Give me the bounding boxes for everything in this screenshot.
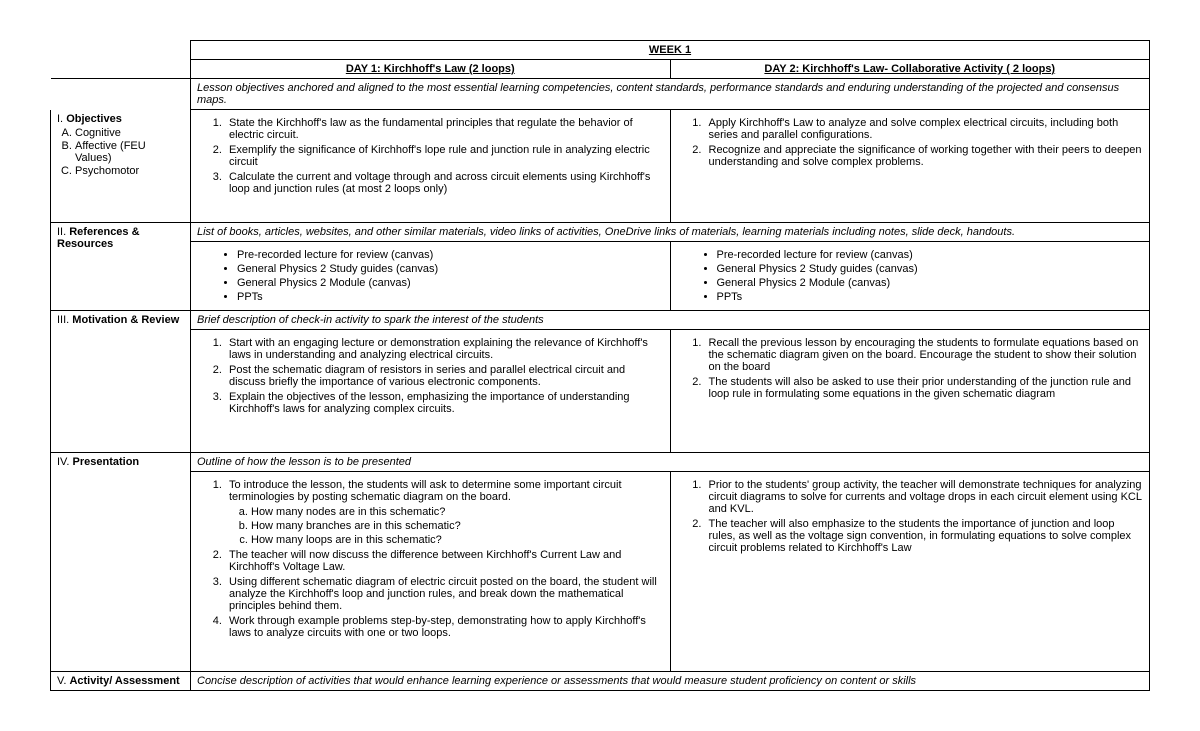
roman-5: V. [57,675,66,687]
sub-cognitive: Cognitive [75,127,184,139]
title-presentation: Presentation [73,456,140,468]
motivation-note-row: III. Motivation & Review Brief descripti… [51,310,1150,329]
roman-3: III. [57,314,69,326]
motivation-day1: Start with an engaging lecture or demons… [191,329,671,452]
title-references: References & Resources [57,226,140,250]
obj-d1-3: Calculate the current and voltage throug… [225,171,664,195]
pres-d1-4: Work through example problems step-by-st… [225,615,664,639]
objectives-sublist: Cognitive Affective (FEU Values) Psychom… [75,127,184,177]
pres-d1-2: The teacher will now discuss the differe… [225,549,664,573]
pres-d1-1-sub: How many nodes are in this schematic? Ho… [251,506,664,546]
lesson-note-row: Lesson objectives anchored and aligned t… [51,79,1150,110]
ref-d2-2: General Physics 2 Study guides (canvas) [717,263,1144,275]
roman-4: IV. [57,456,69,468]
motivation-day2: Recall the previous lesson by encouragin… [670,329,1150,452]
presentation-label: IV. Presentation [51,452,191,671]
pres-d2-1: Prior to the students' group activity, t… [705,479,1144,515]
obj-d1-2: Exemplify the significance of Kirchhoff'… [225,144,664,168]
references-day1: Pre-recorded lecture for review (canvas)… [191,241,671,310]
pres-d1-1a: How many nodes are in this schematic? [251,506,664,518]
objectives-day1: State the Kirchhoff's law as the fundame… [191,110,671,223]
blank-corner-2 [51,60,191,79]
pres-d1-1b: How many branches are in this schematic? [251,520,664,532]
pres-d1-1-text: To introduce the lesson, the students wi… [229,479,622,503]
activity-label: V. Activity/ Assessment [51,671,191,690]
roman-2: II. [57,226,66,238]
objectives-row: I. Objectives Cognitive Affective (FEU V… [51,110,1150,223]
obj-d1-1: State the Kirchhoff's law as the fundame… [225,117,664,141]
references-day2: Pre-recorded lecture for review (canvas)… [670,241,1150,310]
obj-d2-1: Apply Kirchhoff's Law to analyze and sol… [705,117,1144,141]
obj-d2-2: Recognize and appreciate the significanc… [705,144,1144,168]
sub-affective: Affective (FEU Values) [75,140,184,164]
mot-d1-1: Start with an engaging lecture or demons… [225,337,664,361]
day2-header: DAY 2: Kirchhoff's Law- Collaborative Ac… [670,60,1150,79]
blank-cell [51,79,191,110]
references-note: List of books, articles, websites, and o… [191,222,1150,241]
presentation-day1: To introduce the lesson, the students wi… [191,471,671,671]
motivation-day1-list: Start with an engaging lecture or demons… [225,337,664,415]
day1-header: DAY 1: Kirchhoff's Law (2 loops) [191,60,671,79]
objectives-day2-list: Apply Kirchhoff's Law to analyze and sol… [705,117,1144,168]
references-row: Pre-recorded lecture for review (canvas)… [51,241,1150,310]
motivation-note: Brief description of check-in activity t… [191,310,1150,329]
ref-d1-1: Pre-recorded lecture for review (canvas) [237,249,664,261]
sub-psychomotor: Psychomotor [75,165,184,177]
ref-d2-1: Pre-recorded lecture for review (canvas) [717,249,1144,261]
title-motivation: Motivation & Review [72,314,179,326]
ref-d1-2: General Physics 2 Study guides (canvas) [237,263,664,275]
presentation-day2-list: Prior to the students' group activity, t… [705,479,1144,554]
title-activity: Activity/ Assessment [69,675,179,687]
mot-d2-1: Recall the previous lesson by encouragin… [705,337,1144,373]
week-row: WEEK 1 [51,41,1150,60]
motivation-row: Start with an engaging lecture or demons… [51,329,1150,452]
ref-d2-4: PPTs [717,291,1144,303]
ref-d2-3: General Physics 2 Module (canvas) [717,277,1144,289]
presentation-note-row: IV. Presentation Outline of how the less… [51,452,1150,471]
presentation-row: To introduce the lesson, the students wi… [51,471,1150,671]
references-label: II. References & Resources [51,222,191,310]
pres-d1-1c: How many loops are in this schematic? [251,534,664,546]
references-day1-list: Pre-recorded lecture for review (canvas)… [237,249,664,303]
mot-d2-2: The students will also be asked to use t… [705,376,1144,400]
objectives-label: I. Objectives Cognitive Affective (FEU V… [51,110,191,223]
title-objectives: Objectives [66,113,122,125]
week-header: WEEK 1 [191,41,1150,60]
activity-note: Concise description of activities that w… [191,671,1150,690]
motivation-label: III. Motivation & Review [51,310,191,452]
presentation-day2: Prior to the students' group activity, t… [670,471,1150,671]
objectives-day1-list: State the Kirchhoff's law as the fundame… [225,117,664,195]
lesson-plan-table: WEEK 1 DAY 1: Kirchhoff's Law (2 loops) … [50,40,1150,691]
day-row: DAY 1: Kirchhoff's Law (2 loops) DAY 2: … [51,60,1150,79]
references-day2-list: Pre-recorded lecture for review (canvas)… [717,249,1144,303]
objectives-day2: Apply Kirchhoff's Law to analyze and sol… [670,110,1150,223]
mot-d1-2: Post the schematic diagram of resistors … [225,364,664,388]
pres-d2-2: The teacher will also emphasize to the s… [705,518,1144,554]
presentation-note: Outline of how the lesson is to be prese… [191,452,1150,471]
motivation-day2-list: Recall the previous lesson by encouragin… [705,337,1144,400]
ref-d1-4: PPTs [237,291,664,303]
references-note-row: II. References & Resources List of books… [51,222,1150,241]
pres-d1-3: Using different schematic diagram of ele… [225,576,664,612]
ref-d1-3: General Physics 2 Module (canvas) [237,277,664,289]
activity-note-row: V. Activity/ Assessment Concise descript… [51,671,1150,690]
blank-corner [51,41,191,60]
roman-1: I. [57,113,63,125]
presentation-day1-list: To introduce the lesson, the students wi… [225,479,664,639]
mot-d1-3: Explain the objectives of the lesson, em… [225,391,664,415]
lesson-note: Lesson objectives anchored and aligned t… [191,79,1150,110]
pres-d1-1: To introduce the lesson, the students wi… [225,479,664,546]
